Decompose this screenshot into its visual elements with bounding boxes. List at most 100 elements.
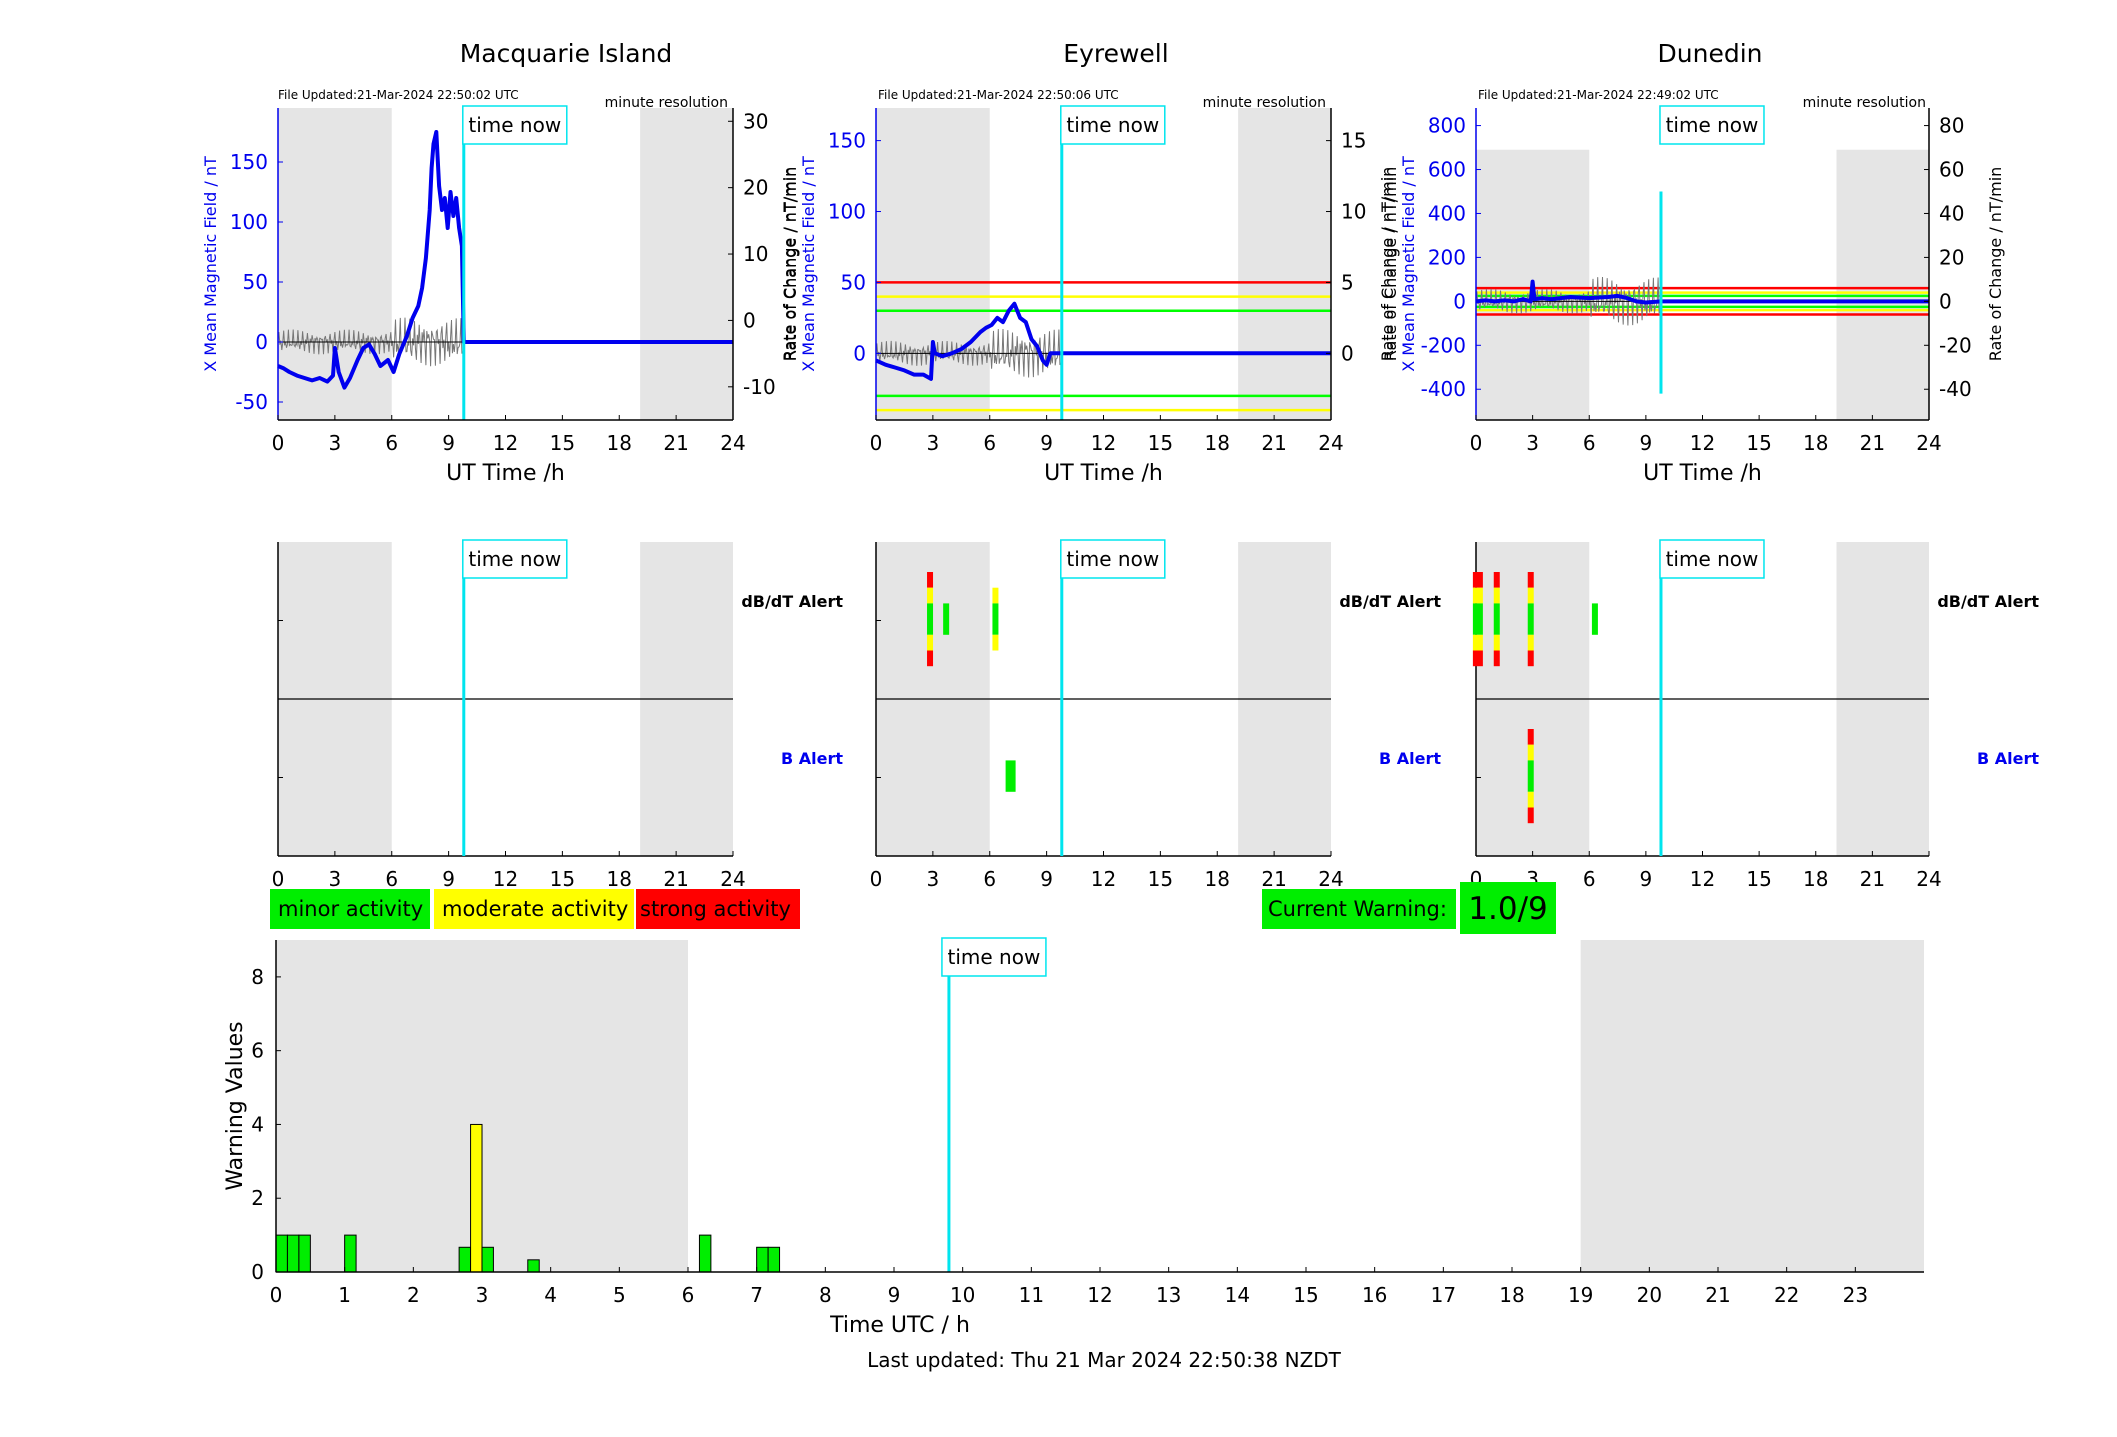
x-tick-label: 6 [1583,431,1596,455]
dbdt-alert-band [1472,587,1483,604]
warning-bar [470,1123,483,1273]
y-right-tick-label: 80 [1939,114,1964,138]
time-now-box [1060,539,1166,579]
magnetic-field-line [875,301,1331,381]
legend-moderate-swatch [434,889,634,929]
x-tick-label: 7 [750,1283,763,1307]
dbdt-alert-band [927,587,934,604]
x-tick-label: 21 [1860,431,1885,455]
y-tick-label: 150 [230,150,268,174]
x-tick-label: 3 [329,867,342,891]
magnetic-field-line [277,130,733,390]
eyrewell-field-chart: time now 0 3 6 9 12 15 18 21 24 0 50 100 150 0 5 10 15 UT … [781,105,1397,486]
x-tick-label: 18 [607,431,632,455]
legend-minor-swatch [270,889,430,929]
x-tick-label: 3 [927,867,940,891]
x-axis-label: UT Time /h [1643,461,1762,486]
resolution-dunedin: minute resolution [1803,95,1926,111]
b-alert-label: B Alert [1977,749,2039,768]
y-right-tick-label: -40 [1939,377,1972,401]
title-dunedin: Dunedin [1658,39,1763,68]
legend-strong-label: strong activity [640,897,791,921]
legend-moderate-label: moderate activity [442,897,628,921]
x-tick-label: 18 [1205,431,1230,455]
x-tick-label: 15 [550,867,575,891]
resolution-eyrewell: minute resolution [1203,95,1326,111]
x-tick-label: 6 [385,867,398,891]
dbdt-alert-band [927,634,934,651]
current-warning-label-box [1262,889,1456,929]
y-right-tick-label: 40 [1939,201,1964,225]
dbdt-alert-band [1472,634,1483,651]
x-tick-label: 12 [1091,431,1116,455]
y-axis-label-right: Rate of Change / nT/min [780,167,799,362]
x-tick-label: 12 [493,431,518,455]
x-tick-label: 12 [1087,1283,1112,1307]
x-tick-label: 24 [1318,431,1343,455]
x-axis-label: Time UTC / h [829,1313,970,1338]
b-alert-band [1527,729,1534,745]
x-tick-label: 3 [1526,431,1539,455]
y-tick-label: 150 [828,129,866,153]
warning-bar [527,1259,540,1273]
x-tick-label: 15 [550,431,575,455]
dbdt-alert-band [1527,572,1534,588]
x-tick-label: 21 [1860,867,1885,891]
dbdt-alert-label: dB/dT Alert [1339,592,1441,611]
x-tick-label: 24 [1916,431,1941,455]
time-now-label: time now [1666,547,1759,571]
legend-minor-label: minor activity [278,897,423,921]
x-tick-label: 0 [870,431,883,455]
x-tick-label: 19 [1568,1283,1593,1307]
warning-bar [286,1234,300,1273]
title-macquarie: Macquarie Island [460,39,673,68]
dbdt-alert-band [1493,650,1500,667]
warning-bar [344,1234,357,1273]
x-tick-label: 2 [407,1283,420,1307]
dbdt-alert-band [1472,650,1483,667]
time-now-box [941,937,1047,977]
dbdt-alert-band [1493,572,1500,588]
time-now-box [1659,105,1765,145]
x-tick-label: 11 [1019,1283,1044,1307]
y-tick-label: -400 [1421,377,1466,401]
warning-bar [481,1246,494,1273]
b-alert-band [1527,807,1534,824]
dbdt-alert-band [1527,587,1534,604]
x-tick-label: 15 [1293,1283,1318,1307]
night-shade-1 [640,108,733,420]
night-shade-1 [1238,108,1331,420]
x-tick-label: 22 [1774,1283,1799,1307]
x-tick-label: 15 [1746,867,1771,891]
b-alert-band [1527,760,1534,792]
warning-bar [458,1246,472,1273]
x-tick-label: 12 [493,867,518,891]
file-updated-dunedin: File Updated:21-Mar-2024 22:49:02 UTC [1478,88,1719,102]
dbdt-alert-band [1493,634,1500,651]
y-tick-label: 0 [251,1260,264,1284]
time-now-label: time now [1666,113,1759,137]
time-now-label: time now [1066,547,1159,571]
x-tick-label: 6 [682,1283,695,1307]
dbdt-alert-band [992,603,999,635]
y-tick-label: 800 [1428,114,1466,138]
x-tick-label: 20 [1637,1283,1662,1307]
x-tick-label: 9 [1640,867,1653,891]
dbdt-alert-band [1472,603,1483,635]
x-tick-label: 9 [888,1283,901,1307]
y-right-tick-label: 15 [1341,129,1366,153]
time-now-box [462,105,568,145]
dbdt-alert-label: dB/dT Alert [741,592,843,611]
x-tick-label: 21 [1261,431,1286,455]
x-tick-label: 6 [385,431,398,455]
current-warning-value: 1.0/9 [1468,891,1547,927]
x-tick-label: 16 [1362,1283,1387,1307]
dbdt-alert-band [943,603,950,635]
time-now-label: time now [1066,113,1159,137]
y-tick-label: 200 [1428,245,1466,269]
x-tick-label: 17 [1431,1283,1456,1307]
x-tick-label: 24 [1318,867,1343,891]
